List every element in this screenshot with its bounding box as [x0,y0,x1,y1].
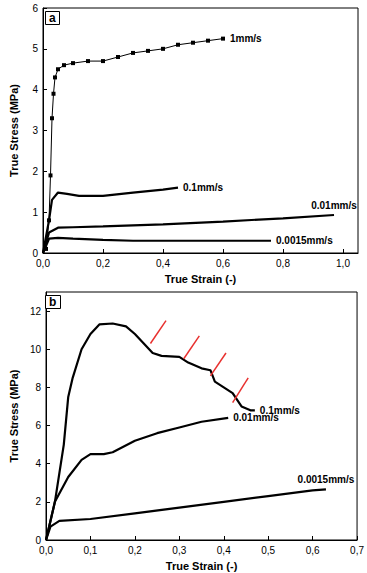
svg-text:5: 5 [32,43,38,54]
svg-text:4: 4 [35,458,41,469]
svg-text:0,2: 0,2 [128,545,142,556]
svg-text:True Stress (MPa): True Stress (MPa) [8,84,20,177]
svg-text:a: a [49,11,56,25]
svg-text:6: 6 [35,420,41,431]
svg-text:10: 10 [30,344,42,355]
svg-text:True Stress (MPa): True Stress (MPa) [8,369,20,462]
svg-text:0.0015mm/s: 0.0015mm/s [298,474,355,485]
svg-text:12: 12 [30,306,42,317]
svg-text:1,0: 1,0 [336,258,350,269]
svg-text:0: 0 [32,247,38,259]
svg-text:0,0: 0,0 [36,258,50,269]
svg-text:0.01mm/s: 0.01mm/s [233,412,279,423]
svg-text:0,2: 0,2 [96,258,110,269]
svg-text:0,3: 0,3 [172,545,186,556]
svg-text:8: 8 [35,382,41,393]
svg-text:2: 2 [32,166,38,177]
svg-text:0: 0 [35,534,41,546]
svg-text:0,4: 0,4 [156,258,170,269]
svg-text:0,6: 0,6 [216,258,230,269]
svg-text:4: 4 [32,84,38,95]
svg-text:b: b [49,295,56,309]
svg-text:3: 3 [32,125,38,136]
svg-text:0.1mm/s: 0.1mm/s [259,404,300,416]
svg-text:0.1mm/s: 0.1mm/s [183,182,223,193]
svg-text:1: 1 [32,207,38,218]
svg-text:0.0015mm/s: 0.0015mm/s [276,235,333,246]
svg-text:True Strain (-): True Strain (-) [166,560,238,572]
svg-text:0,6: 0,6 [306,545,320,556]
svg-text:1mm/s: 1mm/s [230,33,262,44]
svg-text:0,7: 0,7 [350,545,364,556]
svg-text:0,4: 0,4 [217,545,231,556]
svg-text:2: 2 [35,496,41,507]
svg-text:0,5: 0,5 [261,545,275,556]
svg-text:True Strain (-): True Strain (-) [165,273,237,285]
svg-text:0,8: 0,8 [276,258,290,269]
svg-text:0,0: 0,0 [39,545,53,556]
svg-text:6: 6 [32,3,38,14]
svg-text:0,1: 0,1 [84,545,98,556]
svg-text:0.01mm/s: 0.01mm/s [311,200,357,211]
